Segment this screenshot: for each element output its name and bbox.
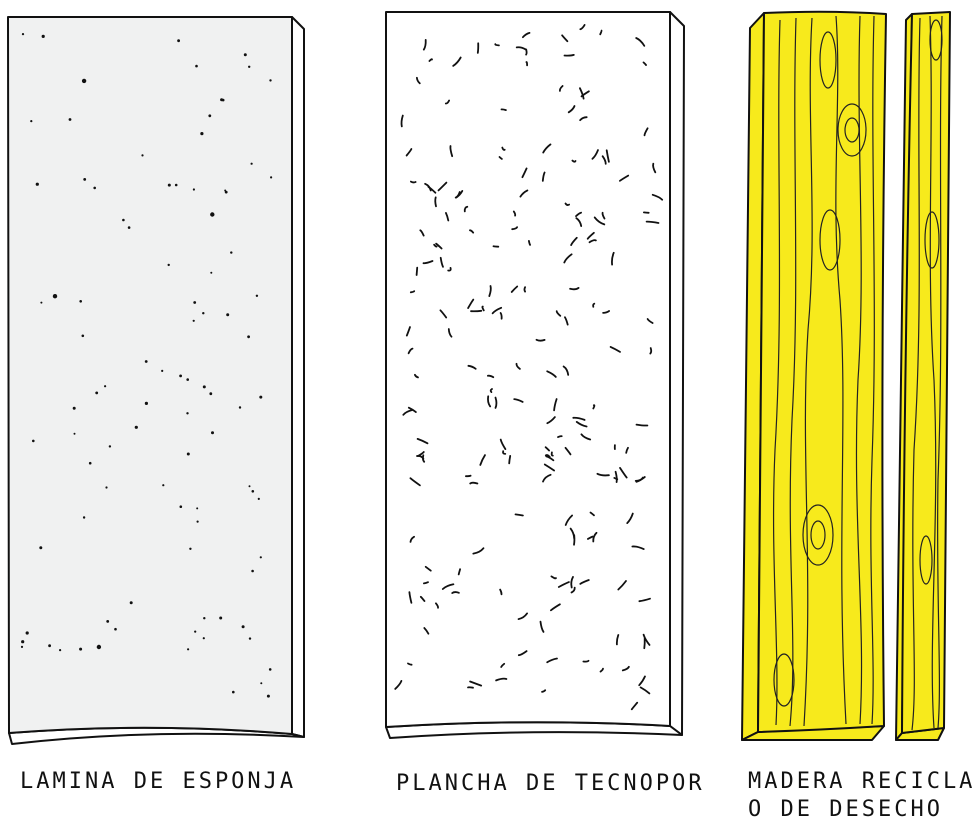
caption-wood: MADERA RECICLADA O DE DESECHO xyxy=(748,768,976,824)
wood-plank-icon xyxy=(741,10,887,741)
foam-board-icon xyxy=(385,11,685,739)
caption-wood-line2: O DE DESECHO xyxy=(748,797,943,822)
thin-wood-plank-icon xyxy=(895,11,951,741)
sponge-sheet-icon xyxy=(7,16,305,745)
caption-foam-board: PLANCHA DE TECNOPOR xyxy=(396,771,705,796)
caption-sponge-sheet: LAMINA DE ESPONJA xyxy=(20,769,297,794)
caption-wood-line1: MADERA RECICLADA xyxy=(748,769,976,794)
